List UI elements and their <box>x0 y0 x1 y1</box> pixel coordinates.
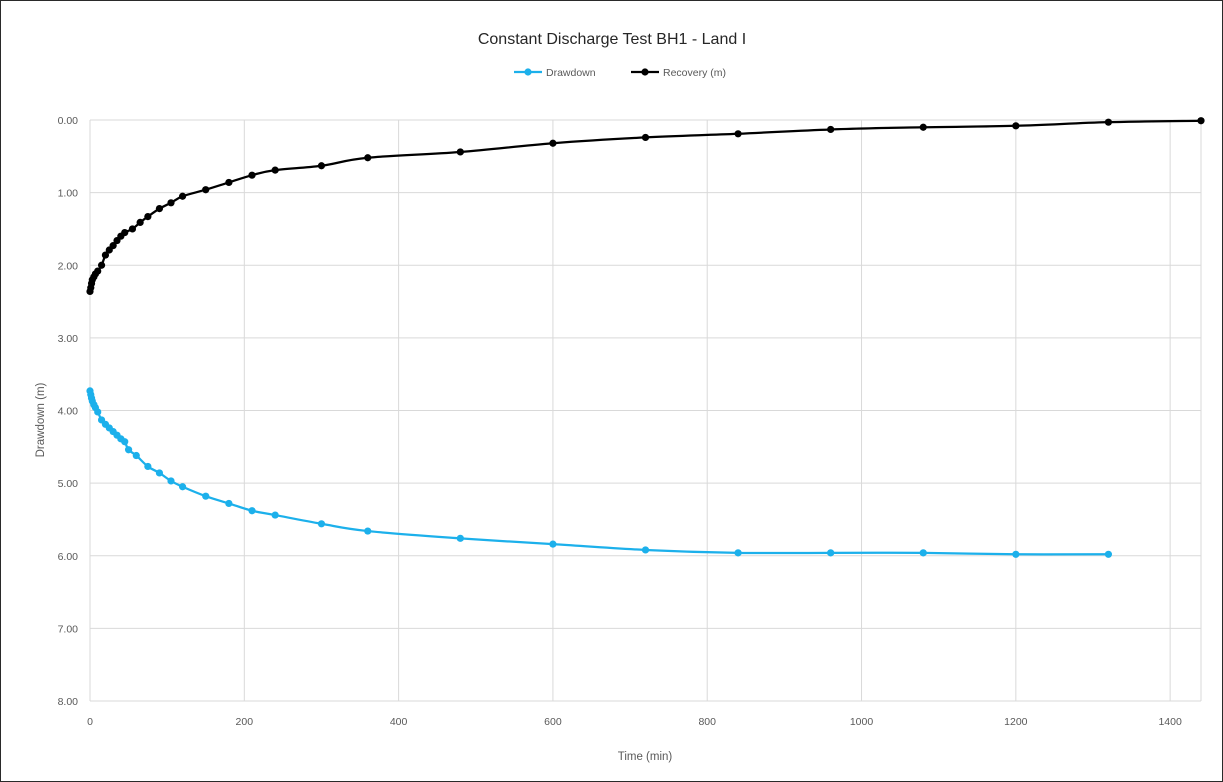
data-point-recovery-m <box>919 123 927 131</box>
y-tick-label: 3.00 <box>58 333 79 345</box>
data-point-drawdown <box>641 546 650 554</box>
data-point-drawdown <box>1012 550 1020 558</box>
data-point-recovery-m <box>155 205 164 213</box>
data-point-recovery-m <box>827 125 835 134</box>
data-point-drawdown <box>121 438 129 446</box>
tick-labels: 0.00 1.00 2.00 3.00 4.00 5.00 6.00 7.00 8.00 0 200… <box>58 115 1182 728</box>
data-point-recovery-m <box>97 261 106 269</box>
data-point-drawdown <box>167 477 175 485</box>
data-point-drawdown <box>124 446 133 454</box>
y-tick-label: 8.00 <box>58 696 79 708</box>
data-point-recovery-m <box>121 228 129 237</box>
data-point-recovery-m <box>94 267 102 275</box>
legend-swatch-marker <box>641 68 649 76</box>
x-tick-label: 1000 <box>850 716 874 728</box>
y-tick-label: 5.00 <box>58 478 79 490</box>
gridlines <box>89 119 1202 702</box>
x-tick-label: 0 <box>87 716 93 728</box>
data-point-drawdown <box>919 549 927 557</box>
data-point-drawdown <box>364 527 372 535</box>
data-point-recovery-m <box>1197 117 1205 125</box>
data-point-drawdown <box>734 549 742 557</box>
data-point-drawdown <box>317 520 326 528</box>
data-point-recovery-m <box>1012 122 1020 130</box>
legend-swatch-marker <box>524 68 532 76</box>
data-point-recovery-m <box>101 251 110 259</box>
legend: Drawdown Recovery (m) <box>514 67 726 79</box>
data-point-recovery-m <box>456 148 464 156</box>
legend-item-recovery-m: Recovery (m) <box>631 67 726 79</box>
data-point-recovery-m <box>167 199 175 207</box>
y-tick-label: 0.00 <box>58 115 79 127</box>
x-axis-title: Time (min) <box>618 751 673 763</box>
data-point-drawdown <box>549 540 557 548</box>
y-tick-label: 1.00 <box>58 188 79 200</box>
data-point-drawdown <box>94 408 102 416</box>
data-point-drawdown <box>271 511 279 519</box>
data-point-recovery-m <box>128 225 137 233</box>
data-point-drawdown <box>225 499 233 508</box>
legend-label: Drawdown <box>546 67 596 79</box>
data-point-recovery-m <box>136 218 144 227</box>
data-point-drawdown <box>248 507 256 515</box>
data-point-recovery-m <box>144 212 152 221</box>
x-tick-label: 1400 <box>1158 716 1182 728</box>
x-tick-label: 800 <box>698 716 716 728</box>
data-point-recovery-m <box>202 186 210 194</box>
x-tick-label: 600 <box>544 716 562 728</box>
y-tick-label: 4.00 <box>58 406 79 418</box>
x-tick-label: 200 <box>236 716 254 728</box>
legend-item-drawdown: Drawdown <box>514 67 596 79</box>
data-point-drawdown <box>827 549 835 557</box>
y-tick-label: 6.00 <box>58 551 79 563</box>
legend-label: Recovery (m) <box>663 67 726 79</box>
data-point-recovery-m <box>271 166 279 174</box>
series-recovery-m <box>86 117 1205 295</box>
data-point-recovery-m <box>225 178 233 187</box>
data-point-drawdown <box>144 462 152 471</box>
x-tick-label: 1200 <box>1004 716 1028 728</box>
series-layer <box>86 117 1205 558</box>
data-point-recovery-m <box>248 171 256 179</box>
data-point-recovery-m <box>549 139 557 147</box>
data-point-drawdown <box>132 451 140 460</box>
y-tick-label: 7.00 <box>58 623 79 635</box>
data-point-drawdown <box>1104 550 1113 558</box>
data-point-drawdown <box>155 469 164 477</box>
data-point-recovery-m <box>734 130 742 138</box>
data-point-drawdown <box>202 492 210 500</box>
data-point-drawdown <box>456 534 464 542</box>
data-point-recovery-m <box>317 162 326 170</box>
x-tick-label: 400 <box>390 716 408 728</box>
data-point-recovery-m <box>364 154 372 162</box>
y-axis-title: Drawdown (m) <box>35 382 47 457</box>
data-point-drawdown <box>178 483 187 491</box>
series-drawdown <box>86 387 1113 558</box>
chart-title: Constant Discharge Test BH1 - Land I <box>478 31 746 48</box>
data-point-recovery-m <box>109 242 117 250</box>
data-point-recovery-m <box>641 133 650 142</box>
data-point-recovery-m <box>1104 118 1113 126</box>
y-tick-label: 2.00 <box>58 260 79 272</box>
series-line-recovery-m <box>88 119 1203 293</box>
data-point-recovery-m <box>178 192 187 200</box>
series-line-drawdown <box>88 389 1110 556</box>
